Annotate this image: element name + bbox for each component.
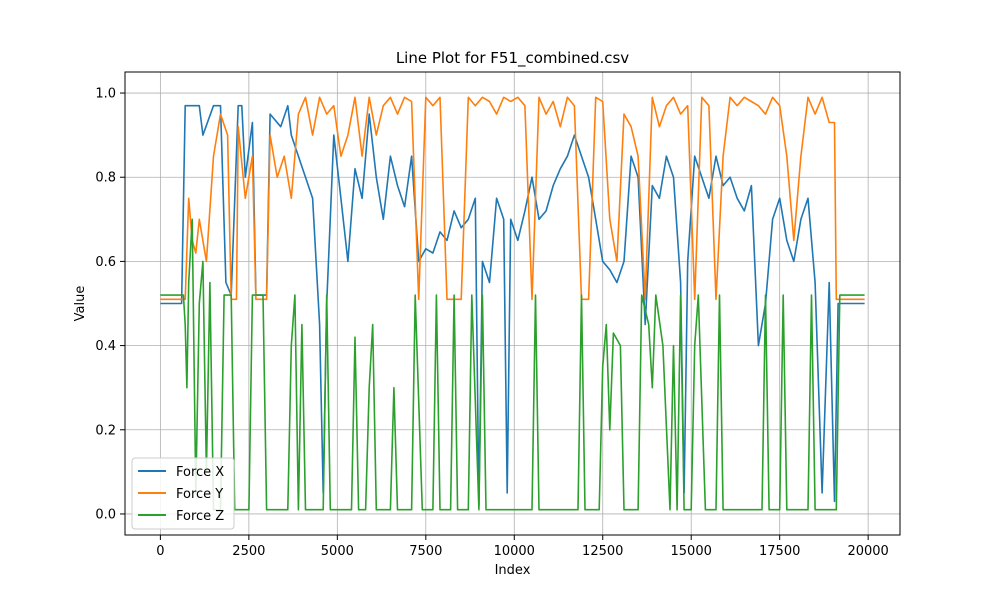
x-tick-label: 12500	[582, 544, 623, 559]
ticks: 0 2500 5000 7500 10000 12500 15000 17500 20000 0.…	[95, 87, 889, 559]
chart-title: Line Plot for F51_combined.csv	[396, 49, 629, 68]
y-tick-label: 0.8	[95, 171, 116, 186]
y-axis-label: Value	[73, 286, 88, 322]
legend-box	[131, 457, 235, 530]
series-layer	[160, 96, 865, 511]
legend-label-force-y: Force Y	[176, 487, 223, 502]
series-line-force-y	[160, 96, 865, 301]
x-tick-label: 10000	[494, 544, 535, 559]
plot-area	[160, 96, 865, 511]
x-tick-label: 20000	[847, 544, 888, 559]
y-tick-label: 0.0	[95, 507, 116, 522]
legend-label-force-z: Force Z	[176, 509, 224, 524]
x-axis-label: Index	[495, 563, 531, 578]
x-tick-label: 5000	[321, 544, 354, 559]
legend: Force X Force Y Force Z	[131, 457, 235, 530]
x-tick-label: 7500	[409, 544, 442, 559]
legend-label-force-x: Force X	[176, 465, 224, 480]
x-tick-label: 2500	[232, 544, 265, 559]
series-line-force-z	[160, 218, 865, 511]
y-tick-label: 0.6	[95, 255, 116, 270]
y-tick-label: 0.2	[95, 423, 116, 438]
y-tick-label: 1.0	[95, 87, 116, 102]
grid	[125, 72, 900, 535]
x-tick-label: 17500	[759, 544, 800, 559]
y-tick-label: 0.4	[95, 339, 116, 354]
axes-frame	[124, 71, 901, 536]
x-tick-label: 0	[156, 544, 164, 559]
x-tick-label: 15000	[671, 544, 712, 559]
series-line-force-x	[160, 104, 865, 507]
